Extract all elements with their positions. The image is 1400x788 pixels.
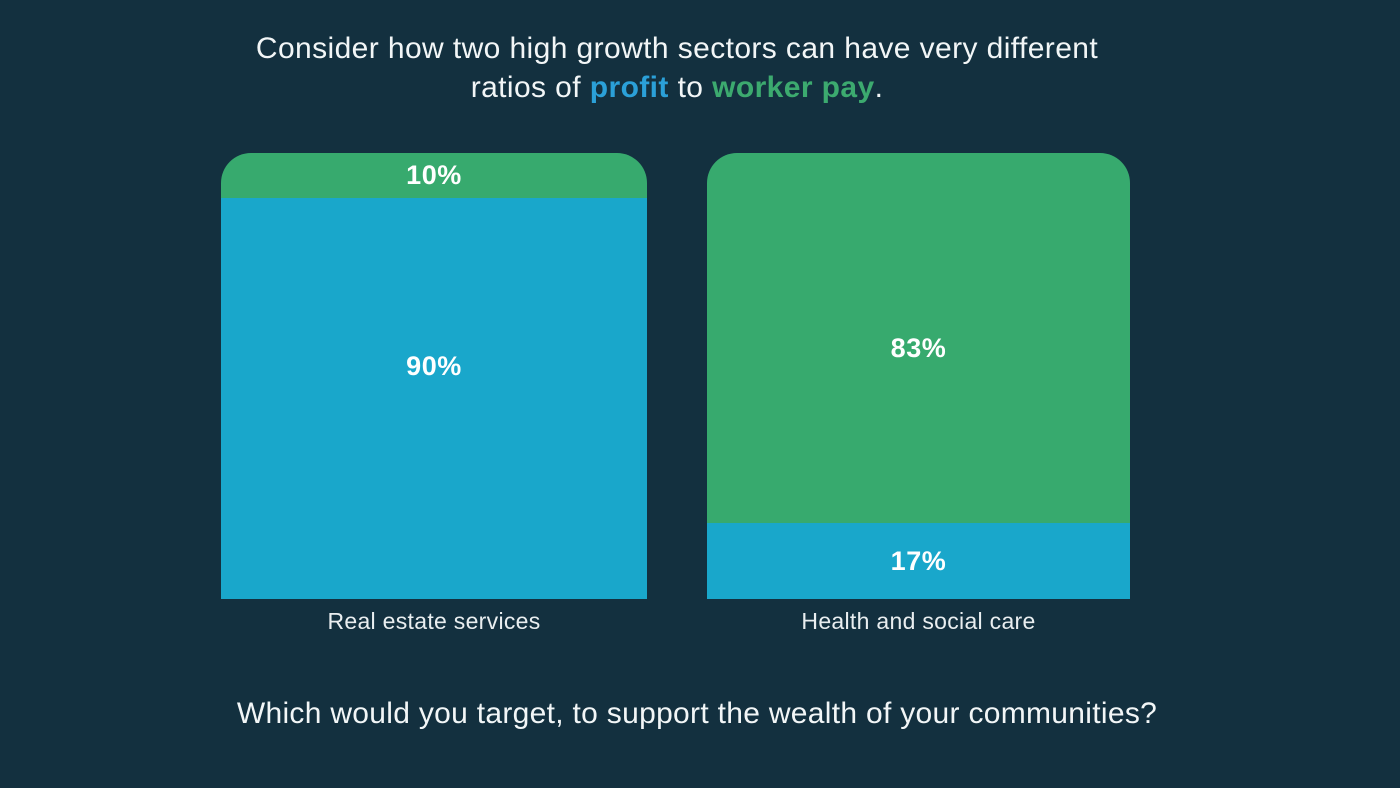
bar-column-health-social-care: 83% 17% Health and social care bbox=[707, 153, 1130, 635]
question-text: Which would you target, to support the w… bbox=[236, 697, 1158, 730]
stacked-bar-chart: 10% 90% Real estate services 83% 17% Hea… bbox=[221, 153, 1130, 635]
bar-column-real-estate: 10% 90% Real estate services bbox=[221, 153, 647, 635]
category-label-real-estate: Real estate services bbox=[327, 608, 541, 634]
category-label-health-social-care: Health and social care bbox=[801, 608, 1036, 634]
value-label-worker-pay-real-estate: 10% bbox=[406, 159, 462, 190]
chart-title: Consider how two high growth sectors can… bbox=[0, 29, 1354, 107]
bar-health-social-care: 83% 17% bbox=[707, 153, 1130, 599]
value-label-worker-pay-health-social-care: 83% bbox=[890, 332, 947, 363]
segment-worker-pay-real-estate: 10% bbox=[221, 153, 647, 198]
title-period: . bbox=[874, 71, 884, 104]
title-line-2: ratios of profit to worker pay. bbox=[0, 68, 1354, 107]
segment-profit-health-social-care: 17% bbox=[707, 523, 1130, 599]
value-label-profit-real-estate: 90% bbox=[406, 350, 462, 381]
profit-keyword: profit bbox=[589, 71, 669, 104]
value-label-profit-health-social-care: 17% bbox=[890, 545, 947, 576]
segment-worker-pay-health-social-care: 83% bbox=[707, 153, 1130, 524]
segment-profit-real-estate: 90% bbox=[221, 197, 647, 599]
title-connector: to bbox=[677, 71, 704, 104]
bar-real-estate: 10% 90% bbox=[221, 153, 647, 599]
title-line2-prefix: ratios of bbox=[470, 71, 582, 104]
title-line-1: Consider how two high growth sectors can… bbox=[255, 32, 1099, 65]
worker-pay-keyword: worker pay bbox=[712, 71, 875, 104]
